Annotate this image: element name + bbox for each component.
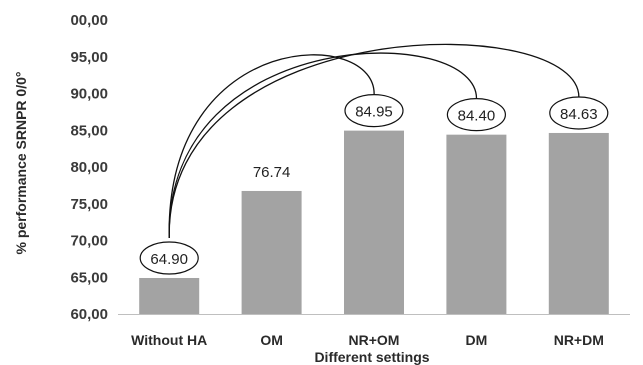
bar-dm	[446, 134, 507, 314]
x-tick-label: Without HA	[131, 332, 207, 348]
bar-om	[241, 190, 302, 314]
x-tick-label: DM	[466, 332, 488, 348]
y-tick-label: 95,00	[70, 49, 108, 66]
data-label-circle	[139, 241, 199, 275]
data-label: 76.74	[253, 164, 291, 181]
x-tick-label: NR+DM	[554, 332, 604, 348]
data-label: 84.95	[355, 104, 393, 121]
y-tick-label: 80,00	[70, 159, 108, 176]
bar-nr-dm	[548, 132, 609, 314]
comparison-arcs	[168, 43, 580, 238]
y-axis-title: % performance SRNPR 0/0°	[13, 72, 29, 255]
y-tick-label: 75,00	[70, 196, 108, 213]
comparison-arc	[168, 54, 375, 238]
data-label-circle	[549, 96, 609, 130]
y-axis-ticks: 60,00 65,00 70,00 75,00 80,00 85,00 90,00 95,00…	[70, 12, 108, 323]
comparison-arc	[168, 52, 478, 238]
bars	[139, 130, 609, 314]
data-label: 84.63	[560, 106, 598, 123]
bar-nr-om	[344, 130, 404, 314]
data-label: 64.90	[150, 251, 188, 268]
data-label-circle	[446, 98, 506, 132]
x-axis-title: Different settings	[314, 349, 429, 365]
y-tick-label: 70,00	[70, 233, 108, 250]
data-label: 84.40	[458, 108, 496, 125]
data-labels: 64.90 76.74 84.95 84.40 84.63	[139, 94, 609, 275]
y-tick-label: 85,00	[70, 122, 108, 139]
y-tick-label: 60,00	[70, 306, 108, 323]
y-tick-label: 00,00	[70, 12, 108, 29]
x-tick-label: OM	[260, 332, 283, 348]
bar-without-ha	[139, 277, 200, 314]
y-tick-label: 90,00	[70, 86, 108, 103]
x-axis-category-labels: Without HA OM NR+OM DM NR+DM	[131, 332, 604, 348]
comparison-arc	[168, 43, 580, 238]
x-tick-label: NR+OM	[349, 332, 400, 348]
y-tick-label: 65,00	[70, 269, 108, 286]
data-label-circle	[344, 94, 404, 128]
